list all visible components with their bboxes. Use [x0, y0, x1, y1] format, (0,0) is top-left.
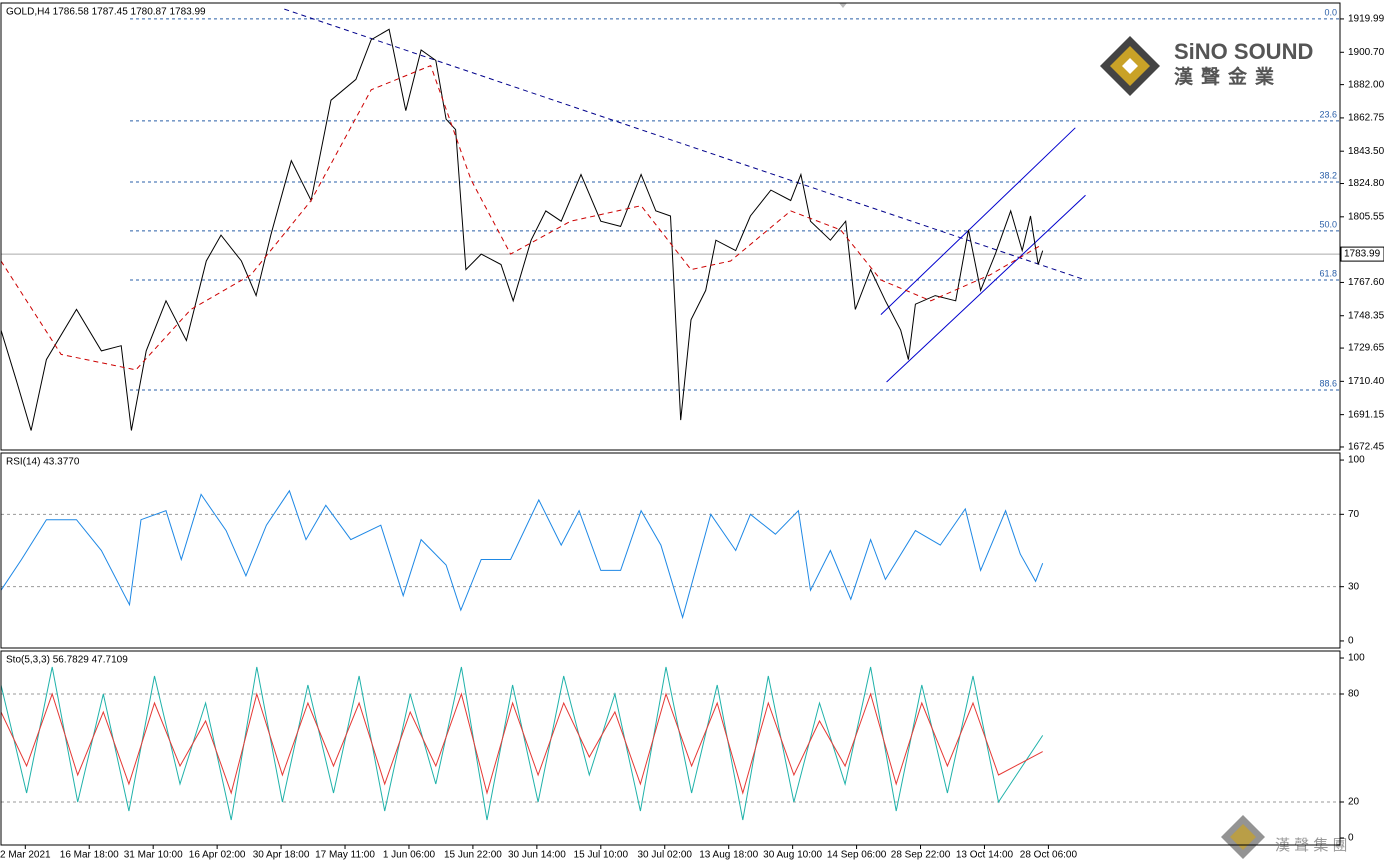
y-tick-label: 1672.45	[1348, 442, 1384, 453]
x-tick-label: 28 Oct 06:00	[1020, 850, 1078, 861]
series-line	[1, 64, 1041, 371]
y-tick-label: 20	[1348, 797, 1360, 808]
y-tick-label: 1767.60	[1348, 277, 1384, 288]
y-tick-label: 1824.80	[1348, 178, 1384, 189]
y-tick-label: 70	[1348, 509, 1360, 520]
series-line	[1, 489, 1044, 620]
x-tick-label: 2 Mar 2021	[0, 850, 51, 861]
panel-title: RSI(14) 43.3770	[6, 457, 80, 468]
fib-label: 50.0	[1319, 219, 1337, 229]
panel	[1, 666, 1340, 821]
fib-label: 88.6	[1319, 378, 1337, 388]
shift-marker	[839, 3, 847, 8]
x-tick-label: 31 Mar 10:00	[124, 850, 183, 861]
brand-chinese: 漢聲金業	[1174, 65, 1282, 88]
y-tick-label: 1710.40	[1348, 376, 1384, 387]
series-line	[1, 666, 1044, 821]
y-tick-label: 1882.00	[1348, 79, 1384, 90]
logo: SiNO SOUND 漢聲金業 漢 聲 集 團	[1100, 36, 1348, 859]
y-tick-label: 1900.70	[1348, 47, 1384, 58]
fib-label: 23.6	[1319, 109, 1337, 119]
panel-frame	[0, 650, 1341, 846]
y-tick-label: 30	[1348, 581, 1360, 592]
x-tick-label: 30 Aug 10:00	[763, 850, 822, 861]
y-tick-label: 0	[1348, 636, 1354, 647]
y-tick-label: 1748.35	[1348, 310, 1384, 321]
trend-line	[886, 194, 1086, 383]
y-tick-label: 1843.50	[1348, 146, 1384, 157]
panel	[1, 489, 1340, 620]
x-tick-label: 13 Aug 18:00	[699, 850, 758, 861]
panel-frame	[0, 452, 1341, 649]
x-tick-label: 30 Jun 14:00	[508, 850, 566, 861]
x-tick-label: 13 Oct 14:00	[956, 850, 1014, 861]
trend-line	[284, 8, 1086, 281]
y-tick-label: 1729.65	[1348, 343, 1384, 354]
y-tick-label: 1805.55	[1348, 211, 1384, 222]
series-line	[1, 28, 1044, 431]
panel	[1, 8, 1340, 431]
fib-label: 61.8	[1319, 268, 1337, 278]
x-tick-label: 16 Mar 18:00	[60, 850, 119, 861]
y-tick-label: 80	[1348, 689, 1360, 700]
logo-diamond-core	[1122, 58, 1138, 74]
panel-title: GOLD,H4 1786.58 1787.45 1780.87 1783.99	[6, 7, 206, 18]
fib-label: 0.0	[1324, 7, 1337, 17]
panel-frame	[0, 2, 1341, 451]
y-tick-label: 100	[1348, 455, 1365, 466]
last-price-box	[1340, 246, 1384, 262]
y-tick-label: 1919.99	[1348, 14, 1384, 25]
y-tick-label: 1862.75	[1348, 113, 1384, 124]
y-tick-label: 0	[1348, 833, 1354, 844]
fib-label: 38.2	[1319, 170, 1337, 180]
last-price-label: 1783.99	[1344, 249, 1381, 260]
x-tick-label: 14 Sep 06:00	[827, 850, 887, 861]
brand-name: SiNO SOUND	[1174, 39, 1313, 64]
x-tick-label: 15 Jul 10:00	[574, 850, 629, 861]
x-tick-label: 28 Sep 22:00	[891, 850, 951, 861]
y-tick-label: 1691.15	[1348, 409, 1384, 420]
x-tick-label: 15 Jun 22:00	[444, 850, 502, 861]
x-tick-label: 16 Apr 02:00	[189, 850, 246, 861]
x-tick-label: 17 May 11:00	[315, 850, 375, 861]
trend-line	[880, 127, 1076, 315]
x-tick-label: 1 Jun 06:00	[383, 850, 436, 861]
series-line	[1, 692, 1043, 795]
y-tick-label: 100	[1348, 653, 1365, 664]
x-tick-label: 30 Apr 18:00	[253, 850, 310, 861]
panel-title: Sto(5,3,3) 56.7829 47.7109	[6, 655, 128, 666]
x-tick-label: 30 Jul 02:00	[637, 850, 692, 861]
logo-diamond-small-inner	[1230, 824, 1256, 850]
